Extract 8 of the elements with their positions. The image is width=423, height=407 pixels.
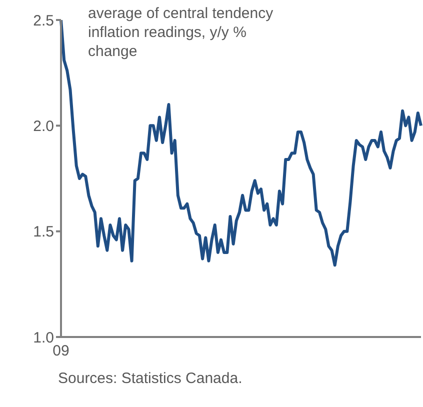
y-tick-label: 2.0 [33, 118, 54, 135]
x-tick-label: 09 [52, 342, 70, 360]
source-note: Sources: Statistics Canada. [58, 370, 244, 387]
annotation: average of central tendency inflation readings, y/y % change [88, 4, 274, 61]
line-series [60, 20, 422, 267]
y-tick-label: 1.5 [33, 224, 54, 241]
y-tick-label: 1.0 [33, 329, 54, 346]
y-tick-label: 2.5 [33, 12, 54, 30]
